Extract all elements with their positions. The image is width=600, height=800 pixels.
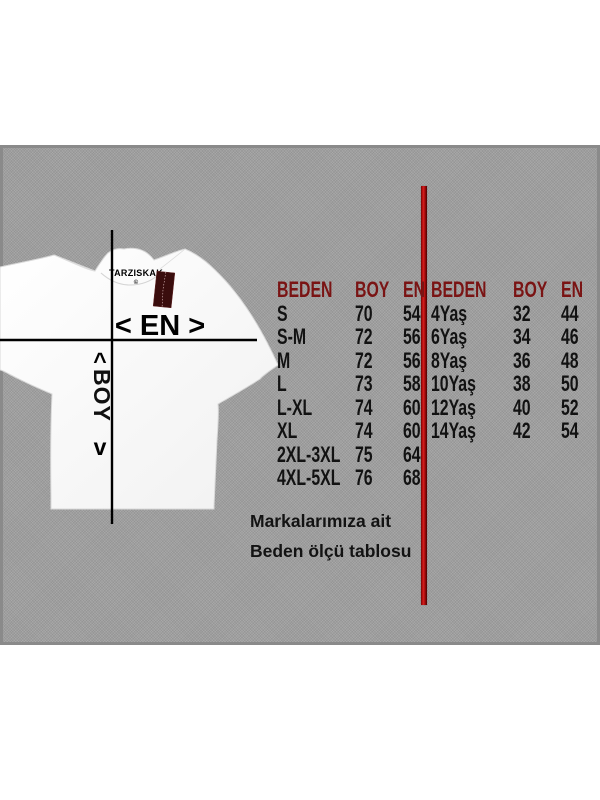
svg-text:©: © xyxy=(134,279,139,286)
svg-text:< EN >: < EN > xyxy=(115,310,205,342)
svg-text:v: v xyxy=(94,434,107,460)
svg-text:TARZISKAK: TARZISKAK xyxy=(109,268,163,278)
